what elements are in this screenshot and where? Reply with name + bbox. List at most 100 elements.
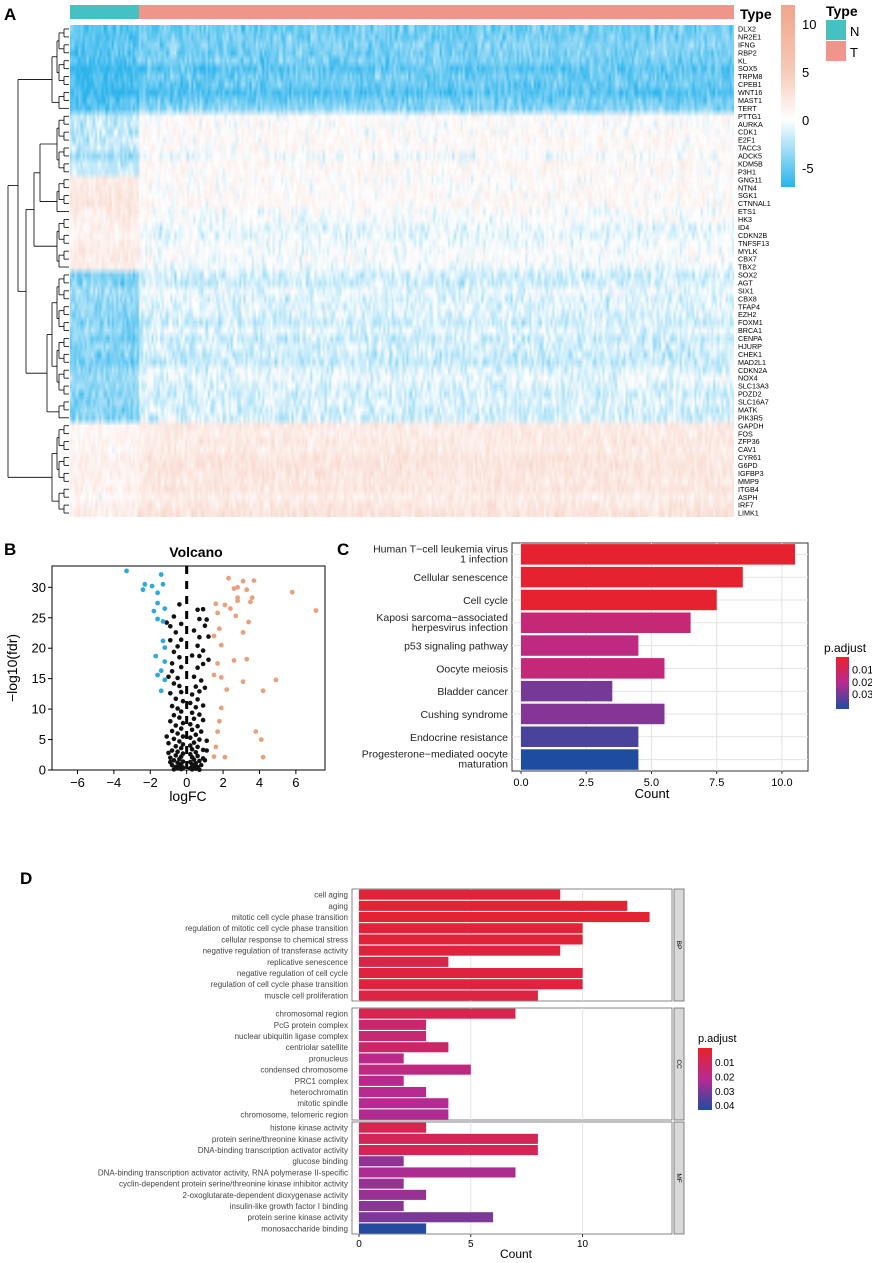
volcano-point-down: [151, 608, 157, 614]
kegg-category-label: Kaposi sarcoma−associated: [376, 612, 508, 624]
go-bar: [359, 912, 650, 923]
go-bar: [359, 1008, 516, 1019]
kegg-legend-tick: 0.03: [852, 689, 872, 701]
go-category-label: muscle cell proliferation: [264, 991, 348, 1000]
gene-label: NR2E1: [738, 33, 761, 42]
kegg-bar: [521, 749, 639, 770]
gene-label: HJURP: [738, 342, 762, 351]
gene-label: SGK1: [738, 191, 757, 200]
volcano-point-ns: [206, 634, 211, 639]
volcano-point-ns: [178, 726, 184, 731]
volcano-point-ns: [193, 750, 199, 755]
kegg-x-tick-label: 0.0: [513, 777, 528, 789]
go-bar: [359, 1098, 449, 1109]
volcano-point-ns: [198, 729, 204, 734]
volcano-point-ns: [189, 727, 195, 733]
volcano-point-ns: [180, 698, 186, 704]
volcano-point-up: [260, 688, 266, 694]
go-bar: [359, 1075, 404, 1086]
volcano-point-ns: [178, 664, 184, 670]
kegg-category-label: Progesterone−mediated oocyte: [362, 749, 508, 761]
kegg-category-label: Bladder cancer: [437, 686, 508, 698]
volcano-point-down: [158, 688, 164, 694]
heatmap-gene-labels: DLX2NR2E1IFNGRBP2KLSOX5TRPM8CPEB1WNT16MA…: [738, 25, 771, 518]
gene-label: CYR61: [738, 453, 761, 462]
go-x-label: Count: [500, 1247, 533, 1261]
volcano-point-ns: [180, 742, 186, 747]
kegg-x-tick-label: 2.5: [579, 777, 594, 789]
gene-label: CDK1: [738, 128, 757, 137]
color-scale-tick: 10: [802, 17, 816, 32]
gene-label: IFNG: [738, 40, 756, 49]
volcano-point-up: [244, 656, 250, 662]
go-facet-strip: [673, 1121, 685, 1235]
volcano-point-ns: [189, 767, 195, 772]
gene-label: RBP2: [738, 48, 757, 57]
volcano-point-ns: [171, 767, 177, 772]
kegg-x-label: Count: [635, 786, 670, 801]
gene-label: KDM5B: [738, 160, 763, 169]
gene-label: CBX8: [738, 294, 757, 303]
volcano-point-ns: [166, 750, 171, 756]
gene-label: TNFSF13: [738, 239, 769, 248]
volcano-point-ns: [178, 689, 184, 695]
go-bar: [359, 1109, 449, 1120]
color-scale-tick: 5: [802, 65, 809, 80]
heatmap-type-annotation: [70, 5, 734, 19]
volcano-point-down: [155, 616, 161, 622]
go-category-label: monosaccharide binding: [261, 1224, 348, 1233]
volcano-point-ns: [193, 732, 199, 737]
volcano-y-tick-label: 0: [39, 763, 46, 778]
kegg-category-label: Cushing syndrome: [420, 709, 508, 721]
kegg-legend-title: p.adjust: [824, 641, 867, 655]
volcano-point-up: [215, 729, 221, 734]
volcano-point-ns: [178, 766, 184, 772]
go-bar: [359, 1145, 538, 1156]
volcano-point-down: [162, 677, 168, 683]
volcano-x-tick-label: −2: [143, 775, 158, 790]
volcano-point-ns: [180, 734, 186, 739]
volcano-point-ns: [202, 685, 208, 691]
volcano-point-down: [160, 619, 166, 624]
volcano-point-ns: [175, 749, 180, 754]
volcano-point-ns: [188, 743, 193, 748]
volcano-point-down: [155, 600, 161, 606]
volcano-point-ns: [168, 755, 173, 761]
volcano-point-ns: [193, 705, 199, 710]
volcano-point-ns: [189, 747, 195, 752]
volcano-point-ns: [193, 766, 199, 772]
volcano-point-ns: [175, 706, 180, 711]
volcano-point-ns: [173, 744, 179, 749]
annotation-normal: [70, 5, 139, 19]
volcano-point-up: [240, 679, 246, 685]
go-bar: [359, 900, 628, 911]
volcano-point-ns: [195, 643, 200, 649]
volcano-point-ns: [200, 661, 206, 667]
volcano-point-ns: [197, 634, 202, 640]
volcano-point-ns: [166, 674, 171, 680]
heatmap-panel: Type DLX2NR2E1IFNGRBP2KLSOX5TRPM8CPEB1WN…: [7, 3, 859, 518]
kegg-legend-bar: [836, 657, 849, 709]
go-bar: [359, 979, 583, 990]
gene-label: FOXM1: [738, 318, 763, 327]
volcano-point-up: [228, 606, 233, 611]
go-category-label: DNA-binding transcription activator acti…: [198, 1146, 348, 1155]
go-category-label: cyclin-dependent protein serine/threonin…: [119, 1180, 348, 1189]
legend-swatch-t: [826, 41, 846, 61]
go-category-label: PcG protein complex: [274, 1021, 348, 1030]
go-facet-strip: [673, 888, 685, 1002]
legend-label-n: N: [850, 24, 859, 39]
volcano-point-up: [231, 658, 237, 663]
go-bar: [359, 1087, 427, 1098]
volcano-point-up: [289, 589, 295, 595]
panel-label-d: D: [20, 869, 32, 888]
volcano-point-ns: [191, 628, 197, 633]
volcano-point-ns: [200, 648, 206, 653]
kegg-category-label: Cell cycle: [463, 595, 508, 607]
volcano-point-ns: [189, 653, 195, 658]
kegg-bars: [521, 544, 795, 770]
volcano-point-ns: [191, 674, 197, 680]
legend-label-t: T: [850, 45, 858, 60]
go-category-label: aging: [328, 902, 348, 911]
volcano-point-up: [222, 602, 228, 608]
